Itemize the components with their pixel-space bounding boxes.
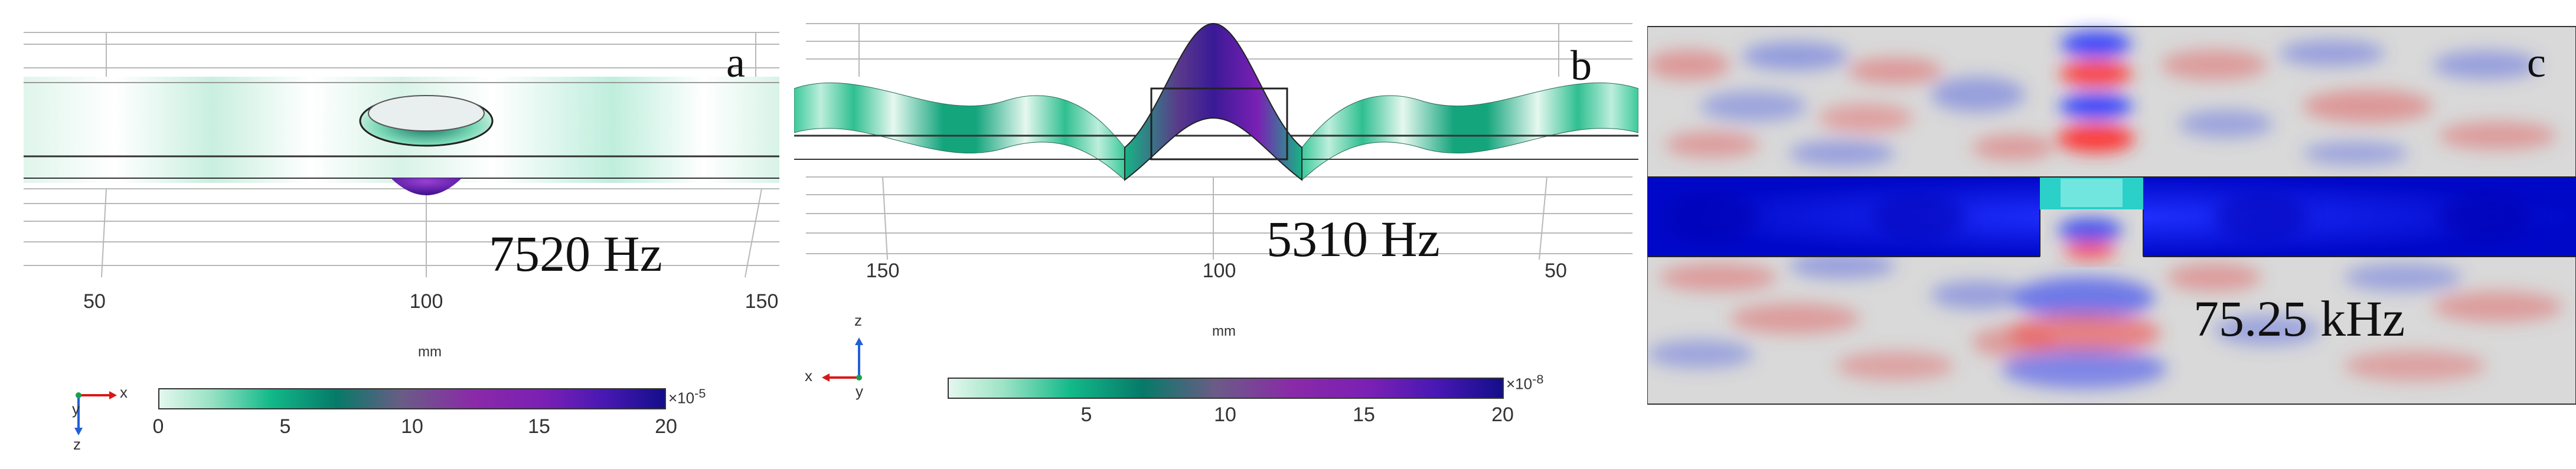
field-pattern [1647,31,2562,389]
mode-hump [1124,22,1302,182]
colorbar-tick: 20 [1491,404,1514,426]
colorbar-tick: 5 [279,415,291,438]
panel-letter: a [726,39,745,86]
panel-letter: b [1571,42,1592,89]
panel-b: b 5310 Hz 150 100 50 mm z x y ×10-8 5 10… [794,0,1638,469]
axis-tick: 150 [866,260,900,282]
axis-tick: 50 [1545,260,1567,282]
panel-c-field [1647,26,2576,405]
panel-letter: c [2527,39,2546,86]
axis-unit: mm [418,344,442,360]
colorbar-tick: 0 [152,415,164,438]
triad-y-label: y [856,382,863,400]
frequency-label: 75.25 kHz [2193,290,2405,347]
colorbar-tick: 5 [1080,404,1092,426]
colorbar-tick: 10 [1214,404,1236,426]
axis-tick: 50 [83,290,106,313]
axis-tick: 100 [409,290,443,313]
beam-body [794,82,1125,181]
triad-z-label: z [73,435,81,453]
beam-body [1301,82,1638,181]
colorbar [158,388,666,409]
axis-unit: mm [1212,323,1236,339]
triad-y-label: y [72,400,80,418]
axis-tick: 100 [1202,260,1236,282]
colorbar-tick: 15 [528,415,550,438]
triad-z-label: z [854,311,862,329]
triad-x-label: x [120,383,128,401]
grid-lines [24,32,779,278]
colorbar-tick: 20 [655,415,677,438]
panel-c: c 75.25 kHz [1647,0,2576,469]
colorbar [948,378,1504,399]
axis-tick: 150 [745,290,779,313]
panel-b-plot [794,22,1638,260]
triad-x-label: x [805,367,812,385]
frequency-label: 7520 Hz [489,225,662,282]
colorbar-exponent: ×10-8 [1506,372,1544,393]
panel-a-plot [24,32,779,278]
colorbar-exponent: ×10-5 [668,386,706,407]
mode-drop [391,178,462,195]
colorbar-tick: 10 [401,415,423,438]
frequency-label: 5310 Hz [1266,211,1440,267]
colorbar-tick: 15 [1353,404,1375,426]
panel-a: a 7520 Hz 50 100 150 mm x y z ×10-5 0 5 … [0,0,785,469]
